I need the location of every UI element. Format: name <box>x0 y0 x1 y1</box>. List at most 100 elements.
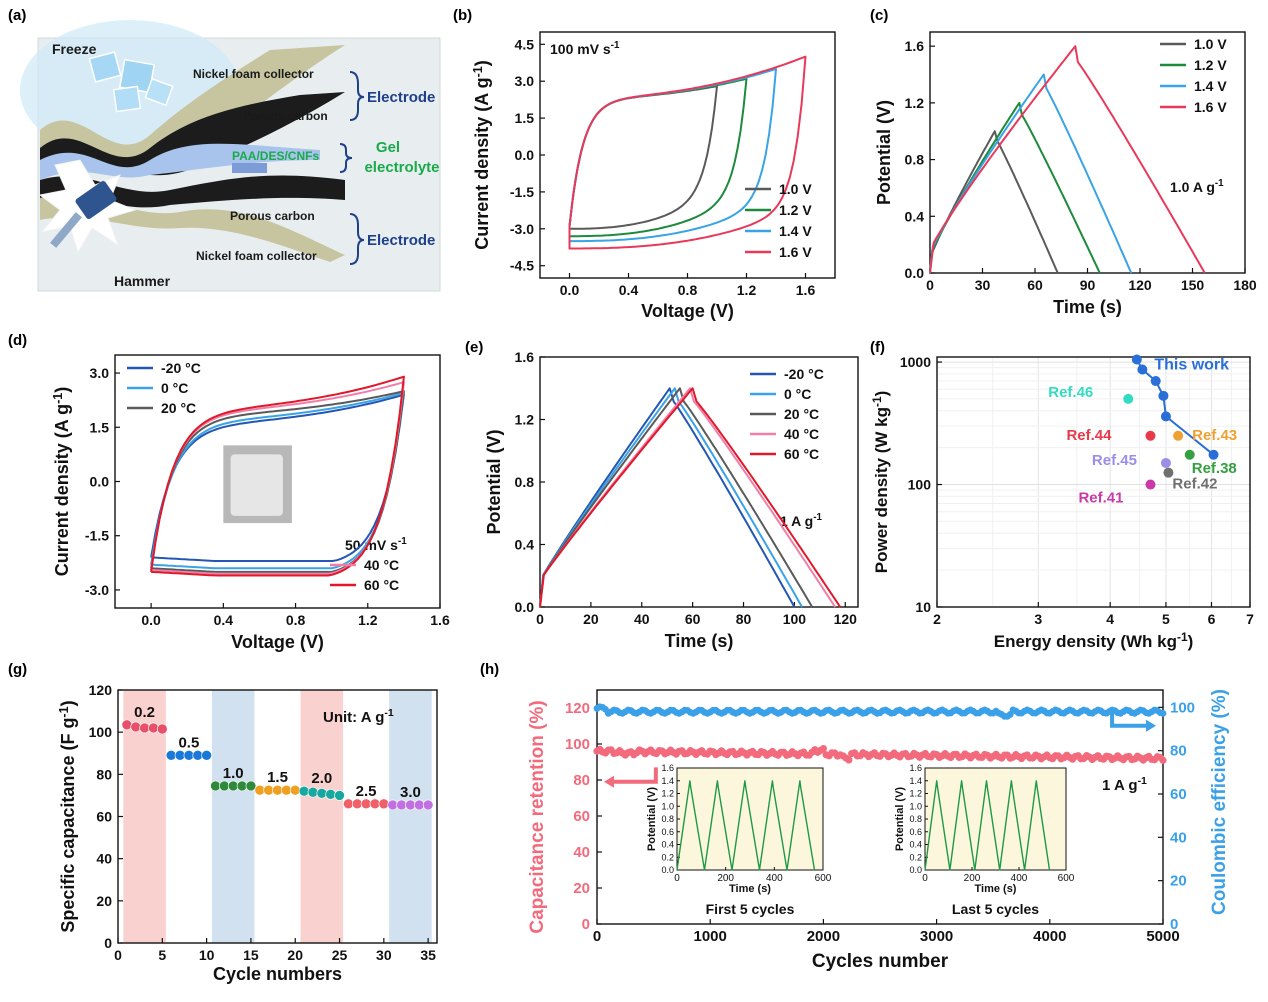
chart-g-x-tick-label: 35 <box>420 947 436 963</box>
chart-f-ref-point <box>1173 430 1184 441</box>
chart-f-this-work-point <box>1137 364 1148 375</box>
chart-f-xlabel: Energy density (Wh kg-1) <box>994 630 1194 651</box>
chart-e-legend-label: 0 °C <box>784 386 811 402</box>
chart-d-series-4 <box>150 375 405 577</box>
chart-d-legend-top-label: 20 °C <box>161 400 196 416</box>
schematic-panel: Freeze Hammer Nickel foam collector Poro… <box>20 20 441 292</box>
chart-f-ref-label: Ref.46 <box>1048 384 1093 401</box>
chart-h-inset-ylabel: Potential (V) <box>646 787 658 852</box>
chart-b-series-3 <box>568 55 807 250</box>
chart-g-point <box>378 798 390 810</box>
chart-h-retention-point <box>1159 756 1167 764</box>
chart-g-y-tick-label: 80 <box>96 766 112 782</box>
chart-f-ref-point <box>1145 479 1156 490</box>
chart-h-inset-x-tick-label: 0 <box>674 873 680 884</box>
chart-h-yl-tick-label: 0 <box>582 916 590 933</box>
chart-e-series-0 <box>539 387 796 608</box>
chart-f-ref-point <box>1184 449 1195 460</box>
chart-d-photo-gel <box>230 454 283 516</box>
chart-f-ref-label: Ref.41 <box>1078 490 1123 507</box>
panel-label-c: (c) <box>870 7 888 24</box>
chart-e-x-tick-label: 40 <box>634 611 650 627</box>
chart-h-ylabel-left: Capacitance retention (%) <box>527 700 548 933</box>
chart-g-y-tick-label: 20 <box>96 893 112 909</box>
chart-g-x-tick-label: 20 <box>287 947 303 963</box>
chart-h-x-tick-label: 2000 <box>807 928 840 945</box>
gel-brace <box>339 143 353 173</box>
chart-g-rate-label: 1.0 <box>223 765 244 782</box>
electrode-top-label: Electrode <box>367 89 435 106</box>
chart-c-legend-label: 1.4 V <box>1194 78 1227 94</box>
chart-e-series-2 <box>539 387 814 608</box>
gel-electrolyte-edge <box>232 163 267 173</box>
chart-f-ref-label: Ref.38 <box>1192 460 1237 477</box>
chart-g-point <box>422 799 434 811</box>
chart-h-inset-xlabel: Time (s) <box>729 883 771 895</box>
chart-c-series-1 <box>929 101 1101 274</box>
panel-label-b: (b) <box>453 7 472 24</box>
chart-h-x-tick-label: 5000 <box>1146 928 1179 945</box>
chart-h-x-tick-label: 3000 <box>920 928 953 945</box>
chart-f-y-tick-label: 100 <box>908 477 932 493</box>
gel-label-line2: electrolyte <box>364 159 439 176</box>
chart-g-point <box>307 786 319 798</box>
chart-c-xlabel: Time (s) <box>1053 297 1122 317</box>
chart-h-ce-point <box>1159 709 1167 717</box>
chart-h-inset-y-tick-label: 0.6 <box>909 827 922 837</box>
chart-g-y-tick-label: 0 <box>104 935 112 951</box>
chart-b-x-tick-label: 1.2 <box>737 282 757 298</box>
chart-e-legend-label: 20 °C <box>784 406 819 422</box>
chart-b-y-tick-label: 1.5 <box>515 110 535 126</box>
chart-g-y-tick-label: 100 <box>89 724 113 740</box>
chart-d-x-tick-label: 0.0 <box>141 612 161 628</box>
chart-g-x-tick-label: 30 <box>376 947 392 963</box>
chart-h-inset-2-line <box>924 780 1051 871</box>
chart-e-x-tick-label: 60 <box>685 611 701 627</box>
chart-g-y-tick-label: 120 <box>89 682 113 698</box>
chart-h-inset-x-tick-label: 600 <box>1058 873 1075 884</box>
chart-g-point <box>130 721 142 733</box>
porous-carbon-bottom-label: Porous carbon <box>230 209 315 223</box>
chart-g-x-tick-label: 25 <box>332 947 348 963</box>
chart-e-x-tick-label: 20 <box>583 611 599 627</box>
chart-h-inset-y-tick-label: 1.4 <box>909 776 922 786</box>
chart-b-x-tick-label: 0.8 <box>678 282 698 298</box>
chart-h-ce-arrow <box>1110 707 1147 728</box>
chart-g-point <box>236 780 248 792</box>
electrode-top-brace <box>349 71 365 121</box>
chart-h-inset-xlabel: Time (s) <box>975 883 1017 895</box>
chart-h-yl-tick-label: 80 <box>573 772 590 789</box>
chart-g-point <box>165 750 177 761</box>
chart-g-y-tick-label: 60 <box>96 809 112 825</box>
chart-h-inset-x-tick-label: 200 <box>964 873 981 884</box>
chart-b-ylabel: Current density (A g-1) <box>471 60 492 250</box>
panel-label-g: (g) <box>8 661 27 678</box>
chart-e-x-tick-label: 80 <box>736 611 752 627</box>
chart-h-xlabel: Cycles number <box>812 951 949 972</box>
chart-g-rate-label: 0.2 <box>134 704 155 721</box>
chart-e-legend-label: 40 °C <box>784 426 819 442</box>
chart-g-point <box>139 722 150 734</box>
chart-b-legend-label: 1.6 V <box>779 244 812 260</box>
chart-h-inset-y-tick-label: 0.8 <box>909 814 922 824</box>
chart-d-legend-bottom-label: 60 °C <box>364 577 399 593</box>
chart-g-point <box>343 798 354 810</box>
chart-h-x-tick-label: 0 <box>593 928 601 945</box>
chart-c-x-tick-label: 150 <box>1181 277 1205 293</box>
chart-g-x-tick-label: 5 <box>158 947 166 963</box>
gel-label-line1: Gel <box>376 139 400 156</box>
chart-b-series-1 <box>568 77 748 238</box>
chart-c-legend-label: 1.6 V <box>1194 99 1227 115</box>
chart-g-point <box>298 785 310 797</box>
chart-g-point <box>210 780 221 792</box>
chart-g-point <box>254 784 266 796</box>
chart-g-shaded-band <box>211 690 255 943</box>
chart-e-y-tick-label: 1.6 <box>515 349 535 365</box>
chart-b-y-tick-label: -4.5 <box>510 258 534 274</box>
chart-h-retention-series <box>593 744 1167 764</box>
gel-material-label: PAA/DES/CNFs <box>232 149 319 163</box>
chart-g-rate-label: 3.0 <box>400 784 421 801</box>
chart-g-point <box>245 780 257 792</box>
chart-g-shaded-band <box>300 690 344 943</box>
chart-h-inset-y-tick-label: 1.4 <box>661 776 674 786</box>
